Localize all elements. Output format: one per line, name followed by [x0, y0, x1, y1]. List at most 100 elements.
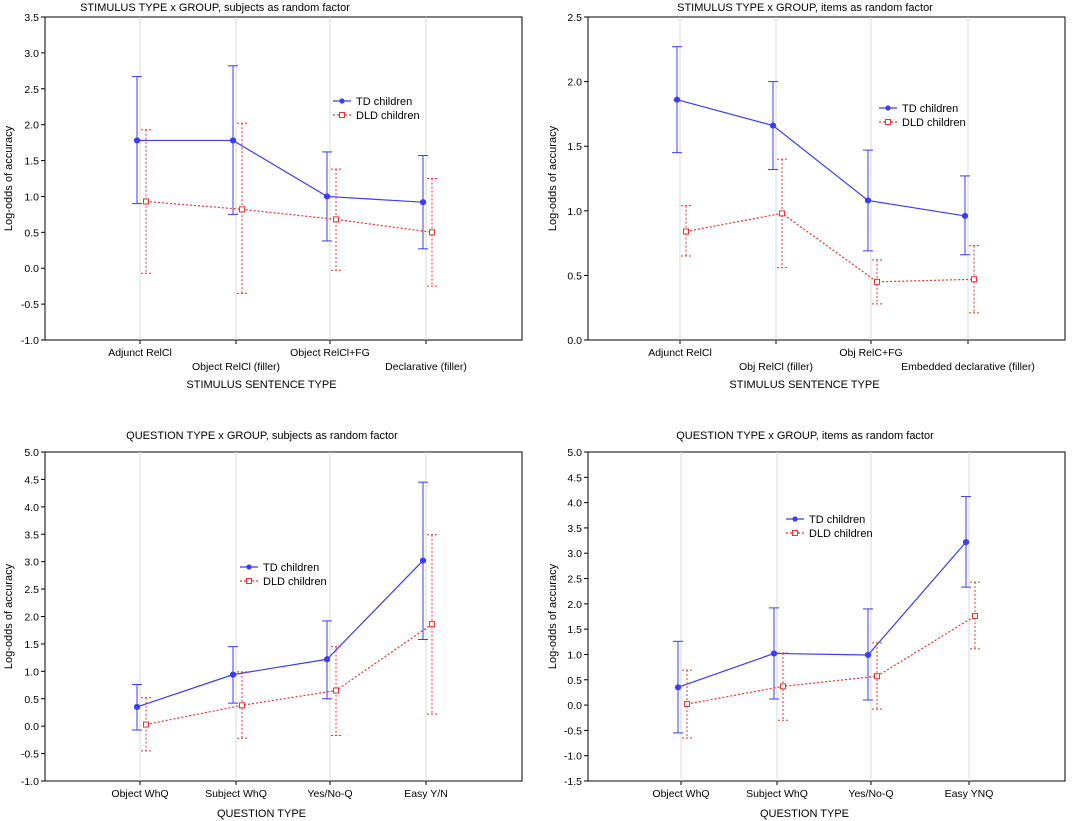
- y-tick-label: 2.0: [24, 612, 39, 624]
- legend-marker: [885, 119, 891, 125]
- series-dld: [681, 158, 979, 314]
- x-tick-label: Easy Y/N: [404, 788, 448, 800]
- series-line: [136, 560, 424, 708]
- y-tick-label: -1.0: [564, 751, 582, 763]
- chart-panel-4: QUESTION TYPE x GROUP, items as random f…: [547, 430, 1066, 820]
- y-tick-label: 0.5: [24, 227, 39, 239]
- legend-marker: [339, 112, 345, 118]
- y-tick-label: -0.5: [21, 749, 39, 761]
- legend: TD children DLD children: [333, 96, 420, 122]
- legend-label: DLD children: [902, 117, 966, 129]
- y-tick-label: -0.5: [21, 299, 39, 311]
- y-tick-label: 4.0: [24, 502, 39, 514]
- data-point-marker: [239, 206, 245, 213]
- legend-label: TD children: [902, 103, 958, 115]
- y-tick-label: 1.5: [24, 639, 39, 651]
- x-tick-label: Yes/No-Q: [307, 788, 352, 800]
- data-point-marker: [323, 656, 331, 663]
- data-point-marker: [874, 278, 880, 285]
- y-tick-label: -1.5: [564, 776, 582, 788]
- data-point-marker: [874, 673, 880, 680]
- data-point-marker: [133, 137, 141, 144]
- x-tick-label: Embedded declarative (filler): [901, 361, 1035, 373]
- data-point-marker: [684, 701, 690, 708]
- chart-title: STIMULUS TYPE x GROUP, subjects as rando…: [80, 2, 350, 14]
- plot-area-frame: [587, 451, 1066, 782]
- x-tick-label: Object RelCl (filler): [192, 361, 280, 373]
- y-axis-label: Log-odds of accuracy: [547, 125, 559, 231]
- x-tick-label: Subject WhQ: [746, 788, 808, 800]
- legend-label: TD children: [809, 514, 865, 526]
- y-tick-label: 0.5: [567, 675, 582, 687]
- data-point-marker: [673, 96, 681, 103]
- data-point-marker: [674, 684, 682, 691]
- series-line: [677, 541, 967, 688]
- legend: TD children DLD children: [879, 103, 966, 129]
- x-axis-label: STIMULUS SENTENCE TYPE: [186, 379, 336, 391]
- y-tick-label: 2.0: [567, 599, 582, 611]
- data-point-marker: [972, 612, 978, 619]
- legend: TD children DLD children: [240, 562, 327, 588]
- series-line: [685, 212, 975, 283]
- data-point-marker: [419, 199, 427, 206]
- chart-panel-2: STIMULUS TYPE x GROUP, items as random f…: [547, 2, 1066, 391]
- y-tick-label: 1.0: [567, 206, 582, 218]
- y-tick-label: 0.5: [24, 694, 39, 706]
- y-axis-label: Log-odds of accuracy: [3, 125, 15, 231]
- y-tick-label: 0.0: [24, 263, 39, 275]
- y-tick-label: 3.0: [567, 548, 582, 560]
- series-line: [137, 139, 424, 203]
- data-point-marker: [429, 229, 435, 236]
- plot-area-frame: [44, 451, 523, 782]
- data-point-marker: [333, 216, 339, 223]
- series-line: [145, 623, 433, 726]
- x-axis-label: QUESTION TYPE: [217, 808, 306, 820]
- legend-marker: [792, 516, 798, 522]
- x-tick-label: Subject WhQ: [205, 788, 267, 800]
- data-point-marker: [779, 210, 785, 217]
- plot-area-frame: [587, 16, 1066, 341]
- data-point-marker: [143, 721, 149, 728]
- y-tick-label: 5.0: [567, 447, 582, 459]
- series-td: [672, 46, 970, 256]
- x-tick-label: Adjunct RelCl: [648, 347, 712, 359]
- y-tick-label: 2.5: [567, 574, 582, 586]
- series-td: [132, 65, 428, 250]
- y-tick-label: 3.5: [24, 12, 39, 24]
- y-tick-label: 2.0: [567, 77, 582, 89]
- y-tick-label: 2.5: [24, 584, 39, 596]
- series-td: [673, 496, 971, 734]
- series-line: [686, 615, 976, 705]
- y-tick-label: 1.0: [24, 666, 39, 678]
- data-point-marker: [971, 276, 977, 283]
- data-point-marker: [429, 621, 435, 628]
- legend-label: DLD children: [809, 528, 873, 540]
- y-tick-label: 4.5: [567, 472, 582, 484]
- y-tick-label: 1.0: [567, 649, 582, 661]
- data-point-marker: [419, 557, 427, 564]
- chart-title: STIMULUS TYPE x GROUP, items as random f…: [677, 2, 933, 14]
- data-point-marker: [133, 703, 141, 711]
- data-point-marker: [239, 702, 245, 709]
- x-tick-label: Yes/No-Q: [848, 788, 893, 800]
- data-point-marker: [229, 137, 237, 144]
- x-tick-label: Object WhQ: [111, 788, 168, 800]
- chart-title: QUESTION TYPE x GROUP, items as random f…: [676, 430, 934, 442]
- y-tick-label: 2.0: [24, 120, 39, 132]
- series-dld: [141, 122, 437, 294]
- legend-marker: [339, 98, 345, 104]
- y-axis-label: Log-odds of accuracy: [3, 563, 15, 669]
- legend-marker: [246, 564, 252, 570]
- legend-marker: [885, 105, 891, 111]
- data-point-marker: [683, 228, 689, 235]
- data-point-marker: [962, 538, 970, 546]
- series-dld: [682, 581, 980, 739]
- series-line: [145, 200, 433, 233]
- data-point-marker: [769, 122, 777, 129]
- y-tick-label: 0.0: [24, 721, 39, 733]
- x-tick-label: Obj RelC+FG: [839, 347, 902, 359]
- y-tick-label: 0.0: [567, 700, 582, 712]
- chart-panel-1: STIMULUS TYPE x GROUP, subjects as rando…: [3, 2, 523, 391]
- y-tick-label: 2.5: [24, 84, 39, 96]
